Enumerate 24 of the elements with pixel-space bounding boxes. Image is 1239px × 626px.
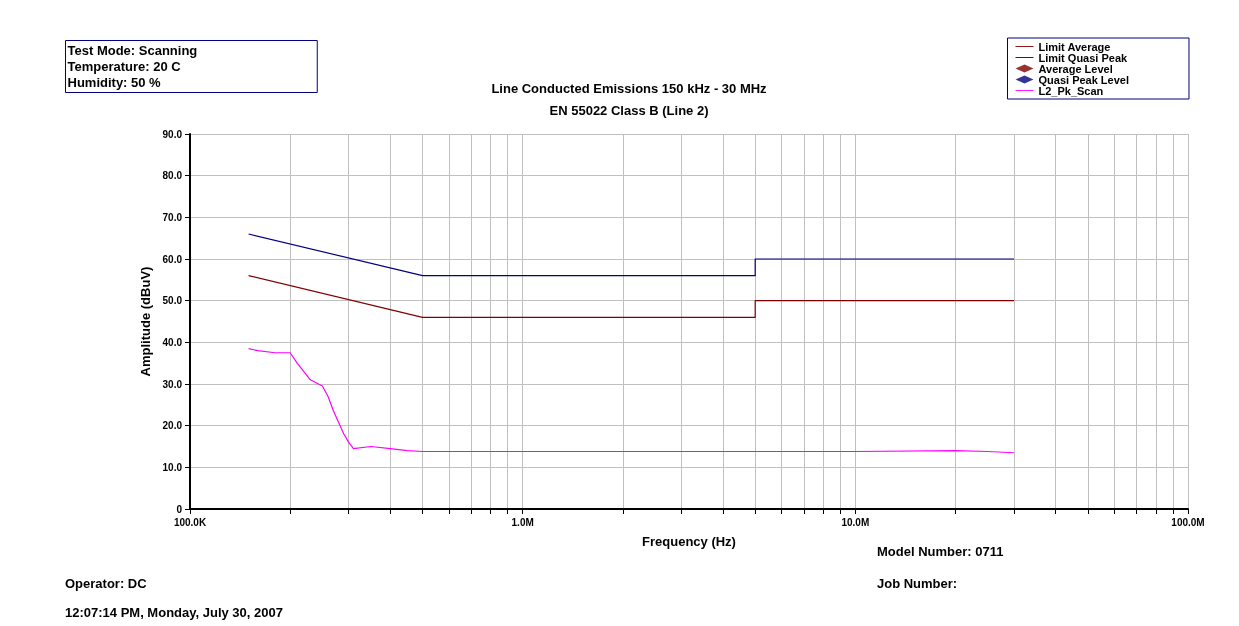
text: Job Number: [877, 575, 958, 591]
text: Operator: DC [65, 575, 148, 591]
text: 12:07:14 PM, Monday, July 30, 2007 [65, 604, 283, 620]
y-tick-label: 50.0 [162, 295, 183, 307]
y-tick-label: 10.0 [162, 461, 183, 473]
x-axis-title: Frequency (Hz) [642, 534, 736, 549]
text: Model Number: 0711 [877, 543, 1004, 559]
y-tick-label: 30.0 [162, 378, 183, 390]
legend-label: L2_Pk_Scan [1038, 84, 1104, 97]
y-tick-label: 40.0 [162, 336, 183, 348]
chart-subtitle: Line Conducted Emissions 150 kHz - 30 MHz EN 55022 Class B (Line 2) [491, 80, 768, 118]
y-axis-title: Amplitude (dBuV) [137, 266, 153, 377]
text: Test Mode: Scanning Temperature: 20 C Humidity: 50 % [67, 43, 198, 90]
y-tick-label: 80.0 [162, 170, 183, 182]
y-tick-label: 70.0 [162, 211, 183, 223]
legend-label: Limit Average [1038, 40, 1111, 53]
y-tick-label: 90.0 [162, 128, 183, 140]
x-tick-label: 1.0M [511, 516, 534, 528]
y-tick-label: 20.0 [162, 420, 183, 432]
x-tick-label: 100.0M [1171, 516, 1205, 528]
x-tick-label: 100.0K [173, 516, 207, 528]
y-tick-label: 60.0 [162, 253, 183, 265]
x-tick-label: 10.0M [841, 516, 870, 528]
y-tick-label: 0 [176, 503, 183, 515]
